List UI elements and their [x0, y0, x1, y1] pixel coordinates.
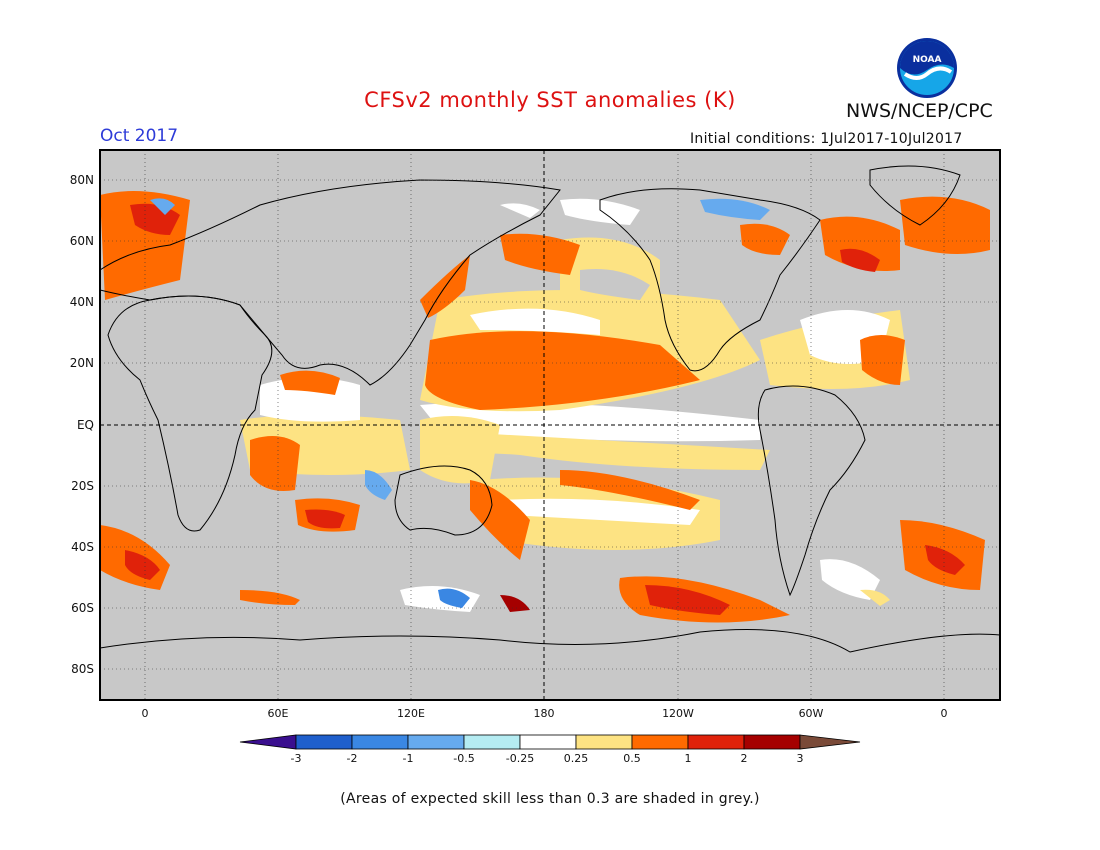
lon-label: 0	[141, 707, 149, 720]
lon-label: 120E	[397, 707, 425, 720]
organization-label: NWS/NCEP/CPC	[846, 100, 993, 122]
colorbar-swatch	[575, 734, 633, 750]
lat-label: 60S	[71, 601, 94, 615]
lat-label: 40S	[71, 540, 94, 554]
colorbar-label: -0.5	[453, 752, 475, 765]
lon-label: 0	[940, 707, 948, 720]
colorbar-label: -3	[290, 752, 302, 765]
lon-label: 180	[533, 707, 555, 720]
lon-label: 60W	[798, 707, 824, 720]
lon-label: 60E	[267, 707, 289, 720]
colorbar-swatch	[631, 734, 689, 750]
colorbar-label: -2	[346, 752, 358, 765]
lat-label: 60N	[69, 234, 94, 248]
colorbar-swatch	[351, 734, 409, 750]
lat-label: 20S	[71, 479, 94, 493]
colorbar-swatch	[687, 734, 745, 750]
logo-text: NOAA	[913, 55, 942, 65]
colorbar-label: 1	[684, 752, 692, 765]
skill-footnote: (Areas of expected skill less than 0.3 a…	[340, 791, 760, 807]
lat-label: 80N	[69, 173, 94, 187]
colorbar-swatch	[463, 734, 521, 750]
colorbar-label: 3	[796, 752, 804, 765]
colorbar-swatch	[239, 734, 297, 750]
colorbar-label: 0.25	[563, 752, 589, 765]
lat-label: EQ	[76, 418, 94, 432]
colorbar-swatch	[295, 734, 353, 750]
initial-conditions: Initial conditions: 1Jul2017-10Jul2017	[690, 131, 963, 147]
coastlines	[100, 165, 1000, 653]
forecast-period: Oct 2017	[100, 126, 179, 146]
noaa-logo: NOAA	[897, 38, 957, 98]
colorbar-swatch	[519, 734, 577, 750]
lat-label: 20N	[69, 356, 94, 370]
colorbar-label: 2	[740, 752, 748, 765]
colorbar-label: 0.5	[623, 752, 641, 765]
lon-label: 120W	[662, 707, 694, 720]
map-title: CFSv2 monthly SST anomalies (K)	[364, 88, 736, 112]
colorbar-swatch	[799, 734, 861, 750]
colorbar-label: -1	[402, 752, 414, 765]
lat-label: 40N	[69, 295, 94, 309]
lat-label: 80S	[71, 662, 94, 676]
colorbar-swatch	[743, 734, 801, 750]
map-frame	[99, 149, 1001, 701]
colorbar-swatch	[407, 734, 465, 750]
colorbar-label: -0.25	[505, 752, 535, 765]
